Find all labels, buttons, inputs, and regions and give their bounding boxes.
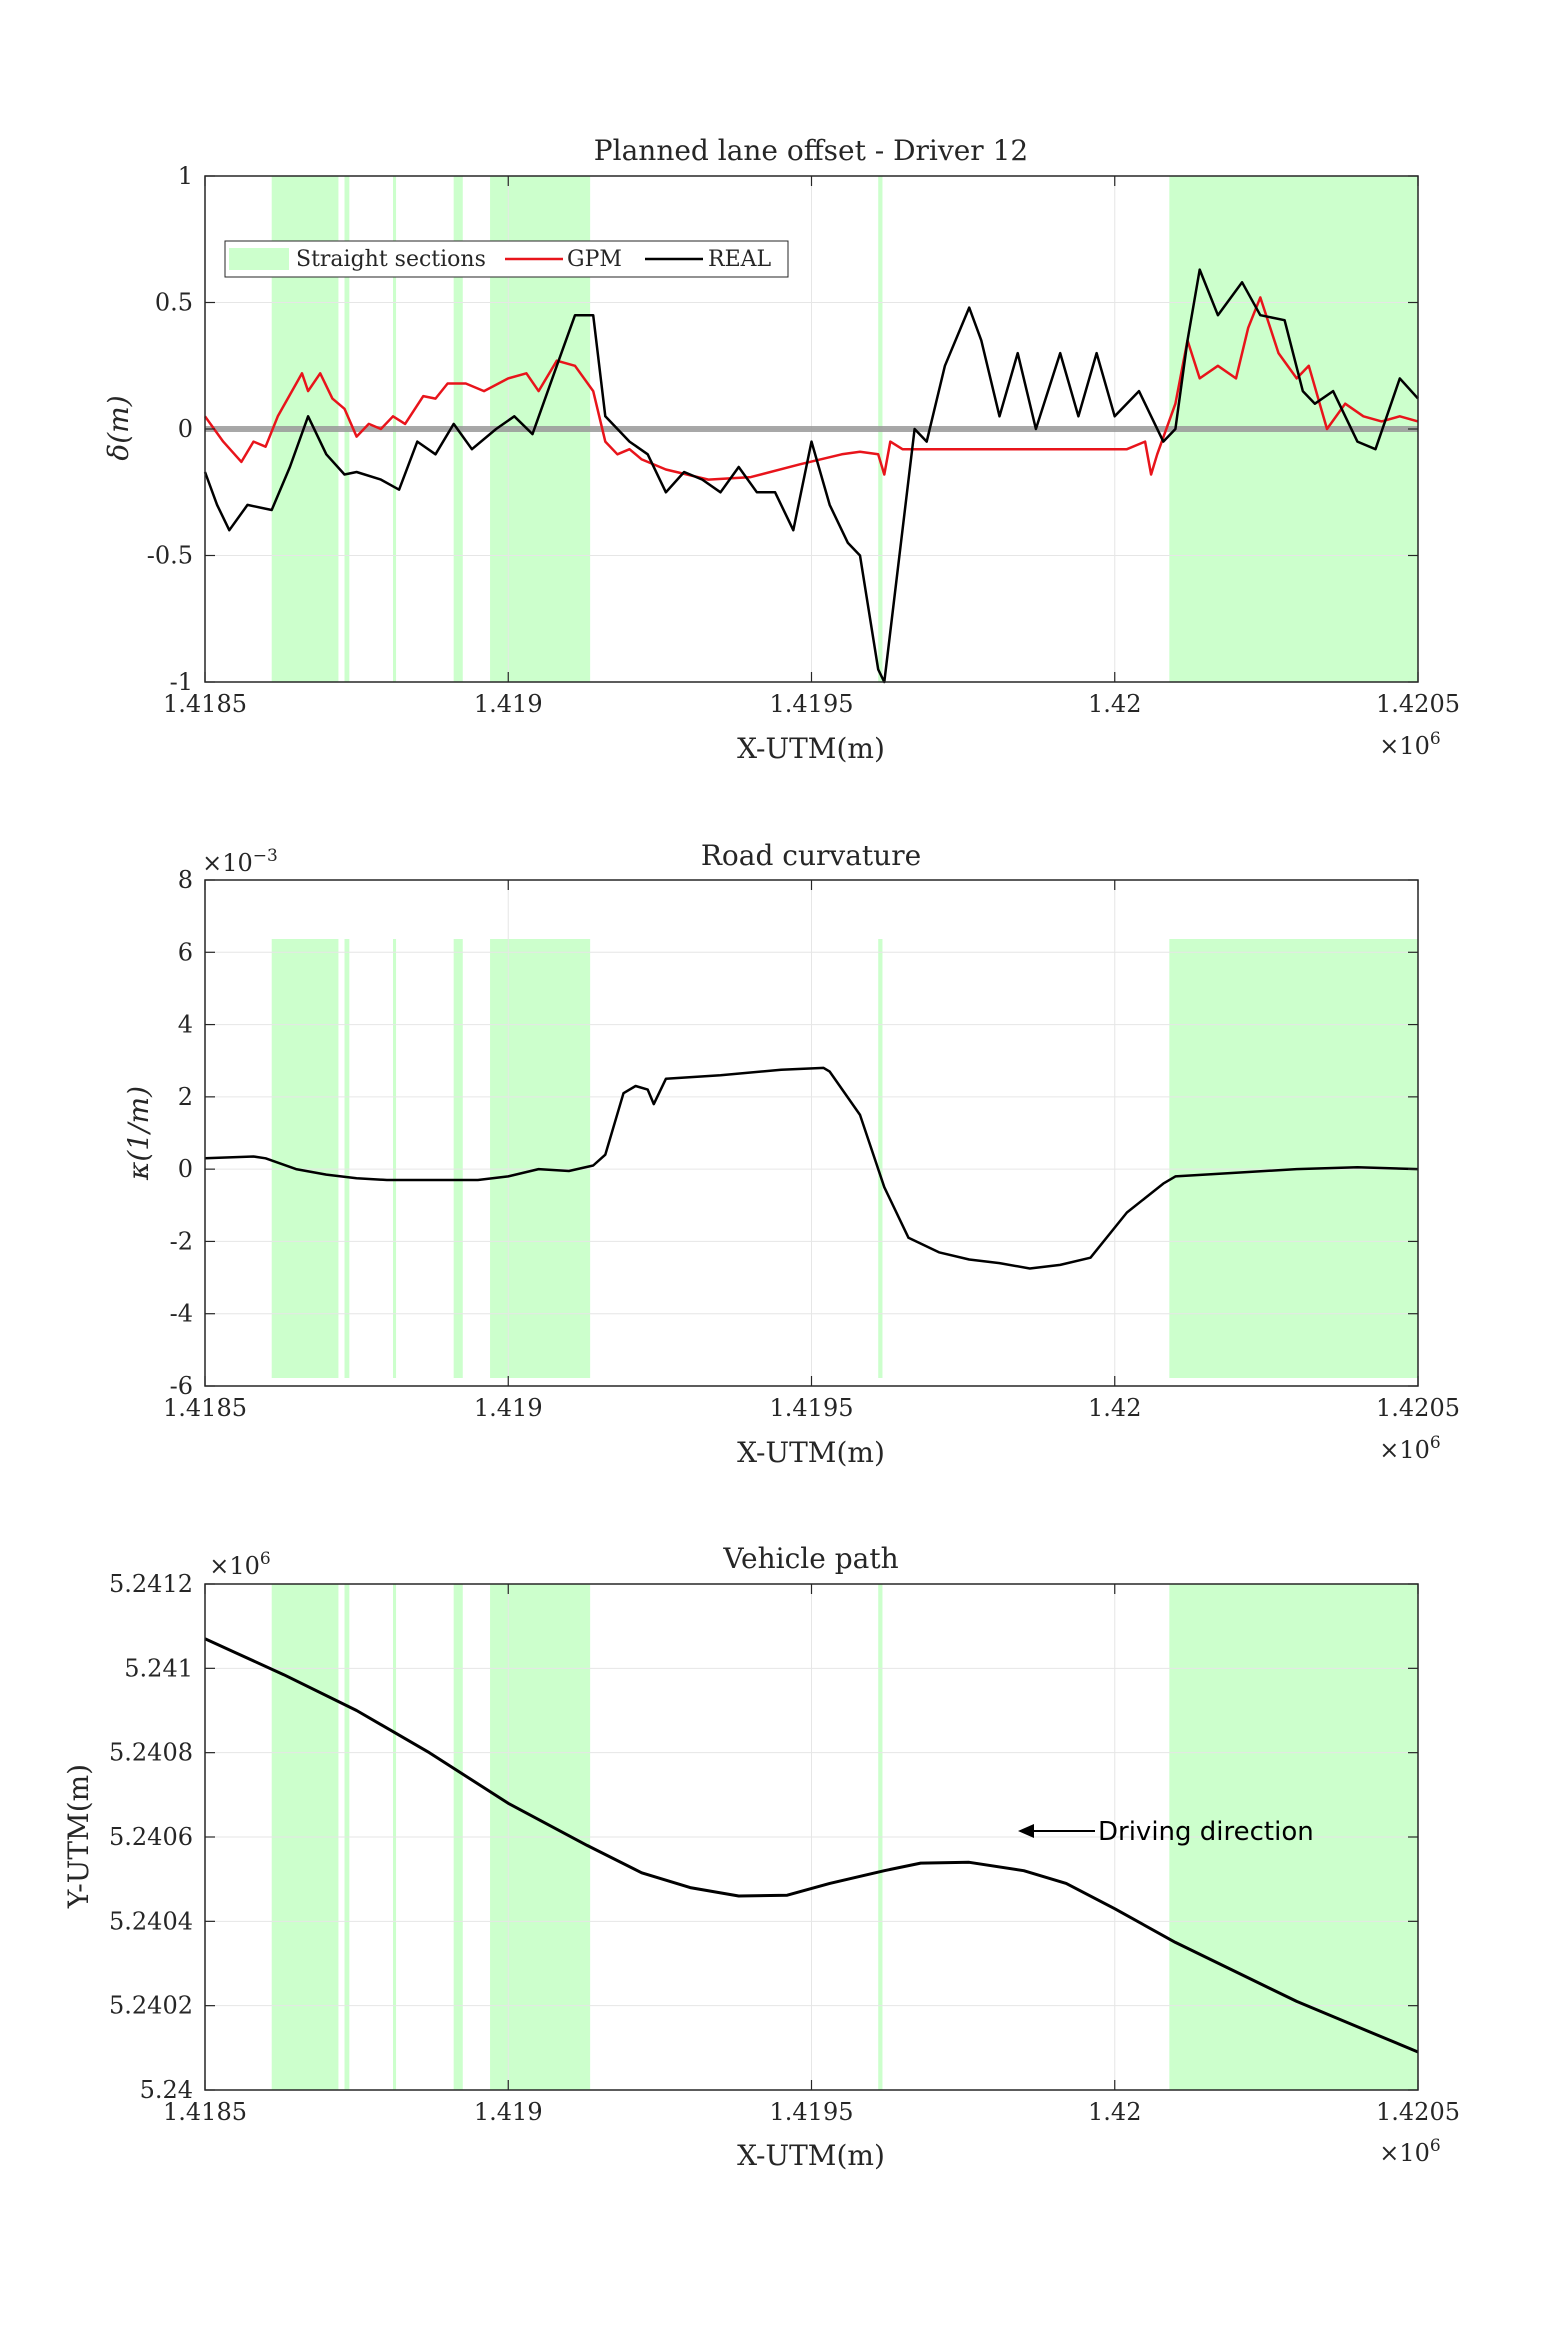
- x-tick-label: 1.419: [474, 2098, 543, 2126]
- chart-title: Vehicle path: [722, 1542, 898, 1575]
- y-tick-label: 0: [178, 415, 193, 443]
- straight-section-2: [393, 939, 397, 1378]
- x-tick-label: 1.4205: [1376, 2098, 1460, 2126]
- y-tick-label: 1: [178, 162, 193, 190]
- y-tick-label: 4: [178, 1011, 193, 1039]
- straight-section-0: [271, 939, 339, 1378]
- x-exponent: ×106: [1379, 2136, 1440, 2167]
- y-tick-label: 5.2408: [109, 1739, 193, 1767]
- straight-section-1: [344, 939, 350, 1378]
- y-tick-label: 5.2404: [109, 1907, 193, 1935]
- straight-section-3: [453, 939, 463, 1378]
- x-tick-label: 1.4205: [1376, 1394, 1460, 1422]
- tick-marks: [204, 879, 1419, 1387]
- road-curvature-panel: 1.4185 1.419 1.4195 1.42 1.4205 -6 -4 -2 0 2 4 6 8 R…: [122, 839, 1460, 1469]
- y-tick-label: -2: [170, 1227, 193, 1255]
- tick-marks: [204, 175, 1419, 683]
- y-tick-label: -6: [170, 1372, 193, 1400]
- y-tick-label: 5.24: [140, 2076, 193, 2104]
- series-line-real: [203, 268, 1419, 684]
- annotation-text: Driving direction: [1098, 1817, 1314, 1847]
- y-tick-label: 5.2402: [109, 1992, 193, 2020]
- y-tick-label: 8: [178, 866, 193, 894]
- y-tick-label: 0.5: [155, 289, 193, 317]
- y-tick-label: 0: [178, 1155, 193, 1183]
- x-tick-label: 1.4185: [163, 690, 247, 718]
- x-tick-label: 1.419: [474, 1394, 543, 1422]
- series-lines: [204, 1637, 1419, 2054]
- y-axis-label: Y-UTM(m): [62, 1764, 95, 1909]
- y-tick-label: 6: [178, 938, 193, 966]
- straight-section-6: [1169, 939, 1418, 1378]
- tick-marks: [204, 1583, 1419, 2091]
- x-tick-label: 1.42: [1088, 1394, 1141, 1422]
- x-tick-label: 1.42: [1088, 2098, 1141, 2126]
- x-axis-label: X-UTM(m): [737, 1436, 885, 1469]
- x-tick-label: 1.4185: [163, 2098, 247, 2126]
- arrowhead-icon: [1018, 1824, 1034, 1838]
- y-tick-label: -0.5: [147, 542, 193, 570]
- series-lines: [204, 1066, 1419, 1270]
- y-tick-label: -1: [170, 668, 193, 696]
- tick-labels: 1.4185 1.419 1.4195 1.42 1.4205 -1 -0.5 0 0.5 1: [147, 162, 1460, 718]
- lane-offset-panel: 1.4185 1.419 1.4195 1.42 1.4205 -1 -0.5 0 0.5 1 P…: [102, 134, 1460, 765]
- series-line-0: [204, 1637, 1419, 2054]
- chart-title: Planned lane offset - Driver 12: [594, 134, 1028, 167]
- x-tick-label: 1.4205: [1376, 690, 1460, 718]
- y-tick-label: -4: [170, 1300, 193, 1328]
- x-tick-label: 1.42: [1088, 690, 1141, 718]
- x-axis-label: X-UTM(m): [737, 732, 885, 765]
- y-axis-label: δ(m): [102, 395, 135, 460]
- x-tick-label: 1.4195: [770, 690, 854, 718]
- x-tick-label: 1.419: [474, 690, 543, 718]
- driving-direction-annotation: Driving direction: [1018, 1817, 1314, 1847]
- x-axis-label: X-UTM(m): [737, 2139, 885, 2172]
- legend-label-gpm: GPM: [567, 247, 622, 272]
- straight-section-4: [490, 939, 591, 1378]
- series-line-0: [204, 1066, 1419, 1270]
- tick-labels: 1.4185 1.419 1.4195 1.42 1.4205 -6 -4 -2 0 2 4 6 8: [163, 866, 1460, 1422]
- straight-section-5: [878, 939, 883, 1378]
- legend-swatch-straight: [229, 248, 289, 270]
- x-tick-label: 1.4185: [163, 1394, 247, 1422]
- chart-title: Road curvature: [701, 839, 921, 872]
- straight-sections: [271, 939, 1418, 1378]
- x-tick-label: 1.4195: [770, 2098, 854, 2126]
- y-tick-label: 5.241: [124, 1654, 193, 1682]
- y-tick-label: 5.2406: [109, 1823, 193, 1851]
- y-tick-label: 5.2412: [109, 1570, 193, 1598]
- legend: Straight sections GPM REAL: [224, 240, 789, 278]
- x-exponent: ×106: [1379, 729, 1440, 760]
- legend-label-real: REAL: [708, 247, 772, 272]
- legend-label-straight: Straight sections: [296, 247, 486, 272]
- y-axis-label: κ(1/m): [122, 1086, 155, 1181]
- y-tick-label: 2: [178, 1083, 193, 1111]
- vehicle-path-panel: 1.4185 1.419 1.4195 1.42 1.4205 5.24 5.2402 5.2…: [62, 1542, 1460, 2172]
- series-lines: [203, 268, 1419, 684]
- x-tick-label: 1.4195: [770, 1394, 854, 1422]
- tick-labels: 1.4185 1.419 1.4195 1.42 1.4205 5.24 5.2402 5.2…: [109, 1570, 1460, 2126]
